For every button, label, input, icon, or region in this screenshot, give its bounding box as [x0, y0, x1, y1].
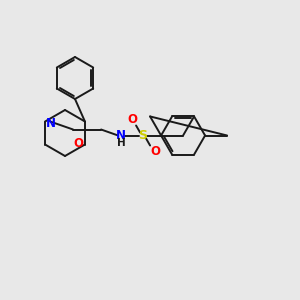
- Text: O: O: [73, 137, 83, 150]
- Text: N: N: [46, 117, 56, 130]
- Text: O: O: [127, 113, 137, 126]
- Text: S: S: [139, 129, 148, 142]
- Text: H: H: [117, 139, 125, 148]
- Text: O: O: [150, 145, 160, 158]
- Text: N: N: [116, 129, 126, 142]
